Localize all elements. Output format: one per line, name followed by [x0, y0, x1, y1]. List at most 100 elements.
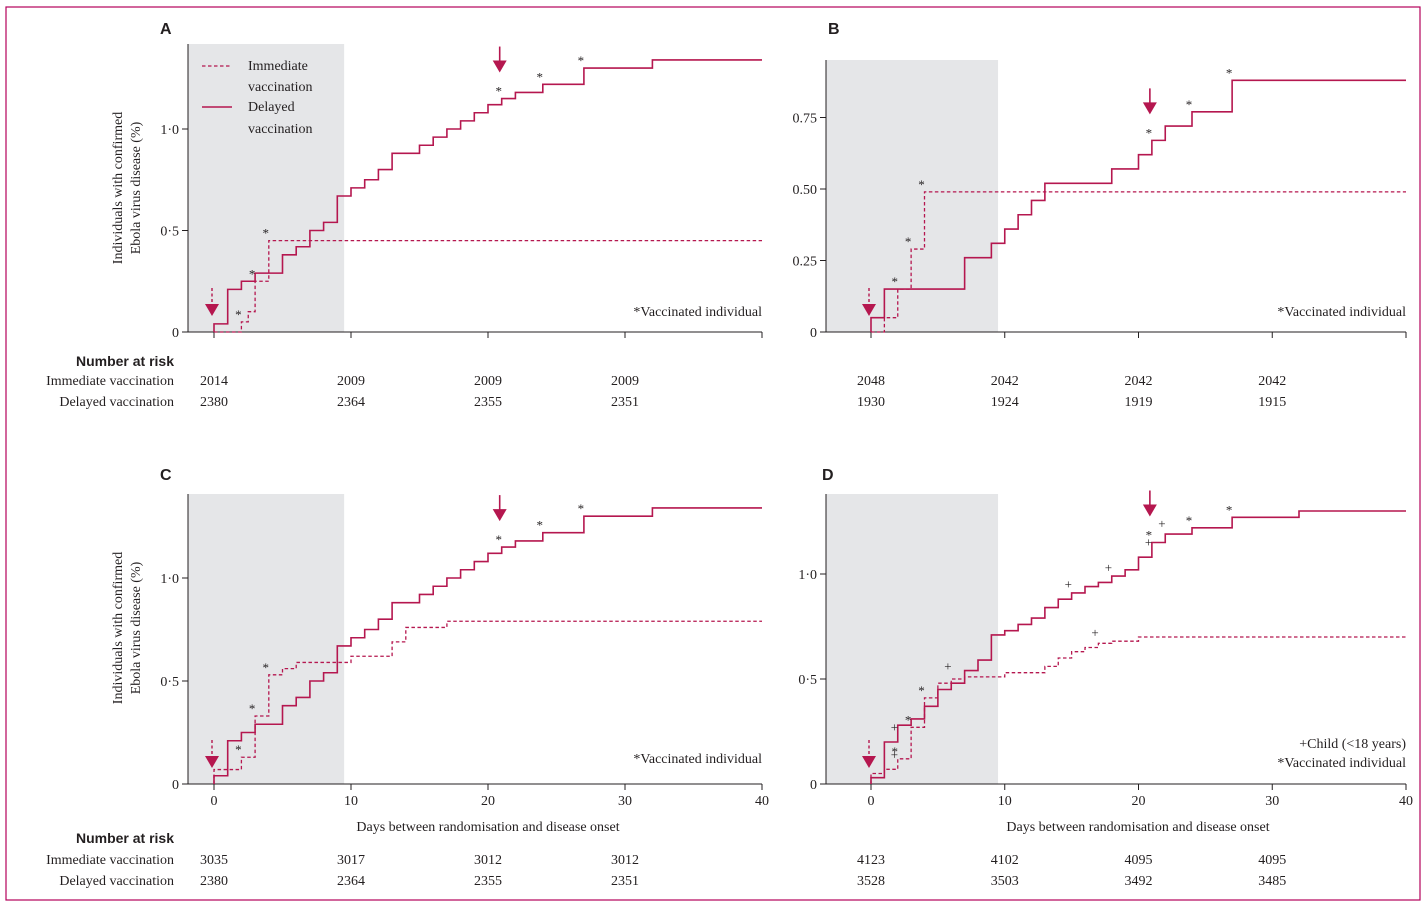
- x-tick-label: 30: [618, 794, 632, 809]
- vaccinated-asterisk: *: [1186, 97, 1193, 112]
- y-tick-label: 0·5: [798, 673, 817, 688]
- x-tick-label: 40: [755, 794, 769, 809]
- series-delayed-line: [870, 510, 1406, 784]
- risk-delayed-value: 3492: [1125, 874, 1153, 889]
- series-immediate-line: [870, 636, 1406, 784]
- risk-delayed-value: 2351: [611, 874, 639, 889]
- x-tick-label: 10: [998, 794, 1012, 809]
- vaccinated-asterisk: *: [918, 683, 925, 698]
- risk-header-top: Number at risk: [76, 353, 174, 369]
- vaccinated-asterisk: *: [249, 266, 256, 281]
- x-tick-label: 20: [1132, 794, 1146, 809]
- risk-immediate-value: 2014: [200, 374, 228, 389]
- risk-immediate-value: 4095: [1125, 853, 1153, 868]
- arrow-head: [205, 756, 219, 768]
- risk-immediate-value: 3035: [200, 853, 228, 868]
- vaccinated-asterisk: *: [1226, 65, 1233, 80]
- vaccinated-asterisk: *: [1146, 528, 1153, 543]
- arrow-head: [492, 509, 507, 522]
- y-tick-label: 1·0: [798, 568, 817, 583]
- y-tick-label: 0: [810, 326, 817, 341]
- vaccinated-asterisk: *: [537, 518, 544, 533]
- child-plus: +: [891, 720, 898, 735]
- risk-immediate-value: 2042: [1258, 374, 1286, 389]
- risk-immediate-value: 2042: [1125, 374, 1153, 389]
- vaccinated-asterisk: *: [249, 701, 256, 716]
- y-tick-label: 0: [172, 326, 179, 341]
- vaccinated-asterisk: *: [1226, 502, 1233, 517]
- y-tick-label: 0: [810, 778, 817, 793]
- risk-delayed-value: 3485: [1258, 874, 1286, 889]
- series-delayed-line: [213, 59, 762, 332]
- vaccinated-asterisk: *: [235, 742, 242, 757]
- arrow-head: [492, 60, 507, 73]
- child-plus: +: [1065, 577, 1072, 592]
- risk-immediate-value: 4102: [991, 853, 1019, 868]
- series-immediate-line: [213, 620, 762, 784]
- y-axis-title-bottom: Individuals with confirmed Ebola virus d…: [111, 552, 144, 704]
- vaccinated-asterisk: *: [537, 69, 544, 84]
- legend: Immediate vaccination Delayed vaccinatio…: [202, 59, 313, 137]
- risk-delayed-value: 2380: [200, 395, 228, 410]
- x-tick-label: 30: [1265, 794, 1279, 809]
- vaccinated-asterisk: *: [892, 744, 899, 759]
- shaded-region: [188, 44, 345, 332]
- note-text: *Vaccinated individual: [633, 752, 762, 767]
- risk-immediate-value: 3017: [337, 853, 365, 868]
- x-tick-label: 0: [211, 794, 218, 809]
- risk-immediate-value: 2009: [474, 374, 502, 389]
- vaccinated-asterisk: *: [263, 660, 270, 675]
- vaccinated-asterisk: *: [235, 307, 242, 322]
- panel-letter: C: [160, 467, 172, 484]
- vaccinated-asterisk: *: [1146, 125, 1153, 140]
- risk-row-label-delayed-bottom: Delayed vaccination: [59, 874, 174, 889]
- panel-letter: D: [822, 467, 834, 484]
- y-axis-title-line-2: Ebola virus disease (%): [129, 561, 144, 694]
- panel-letter: B: [828, 21, 840, 38]
- child-plus: +: [1105, 560, 1112, 575]
- shaded-region: [188, 494, 345, 784]
- risk-immediate-value: 2009: [337, 374, 365, 389]
- y-axis-title-line-1: Individuals with confirmed: [111, 112, 126, 264]
- panel-b: 0 0.25 0.50 0.75 B * * * * * * *Vaccinated individu…: [793, 21, 1407, 410]
- risk-delayed-value: 2380: [200, 874, 228, 889]
- vaccinated-asterisk: *: [905, 234, 912, 249]
- risk-immediate-value: 2009: [611, 374, 639, 389]
- risk-delayed-value: 2364: [337, 395, 365, 410]
- series-delayed-line: [870, 79, 1406, 332]
- x-axis-title-d: Days between randomisation and disease o…: [1006, 820, 1269, 835]
- child-plus: +: [1158, 516, 1165, 531]
- risk-delayed-value: 3503: [991, 874, 1019, 889]
- risk-row-label-immediate-top: Immediate vaccination: [46, 374, 174, 389]
- risk-delayed-value: 2351: [611, 395, 639, 410]
- shaded-region: [826, 60, 999, 332]
- vaccinated-asterisk: *: [263, 226, 270, 241]
- x-tick-label: 0: [868, 794, 875, 809]
- figure-border: [5, 6, 1421, 901]
- risk-immediate-value: 3012: [474, 853, 502, 868]
- risk-immediate-value: 2048: [857, 374, 885, 389]
- risk-immediate-value: 4123: [857, 853, 885, 868]
- arrow-head: [1142, 504, 1157, 517]
- risk-delayed-value: 3528: [857, 874, 885, 889]
- child-plus: +: [1091, 625, 1098, 640]
- y-tick-label: 0: [172, 778, 179, 793]
- y-tick-label: 0·5: [160, 225, 179, 240]
- panels: 0 0·5 1·0 A * * * * * * *Vaccinated individual 2014…: [160, 21, 1413, 889]
- note-text: *Vaccinated individual: [1277, 305, 1406, 320]
- vaccinated-asterisk: *: [578, 53, 585, 68]
- note-text: *Vaccinated individual: [1277, 756, 1406, 771]
- risk-immediate-value: 4095: [1258, 853, 1286, 868]
- risk-delayed-value: 1915: [1258, 395, 1286, 410]
- child-plus: +: [944, 659, 951, 674]
- panel-a: 0 0·5 1·0 A * * * * * * *Vaccinated individual 2014…: [160, 21, 763, 410]
- y-axis-title-line-2: Ebola virus disease (%): [129, 121, 144, 254]
- vaccinated-asterisk: *: [1186, 513, 1193, 528]
- note-text: *Vaccinated individual: [633, 305, 762, 320]
- panel-c: 0 10 20 30 40 0 0·5 1·0 C * * * * * * *Vaccinated indiv…: [160, 467, 769, 889]
- vaccinated-asterisk: *: [905, 712, 912, 727]
- risk-immediate-value: 3012: [611, 853, 639, 868]
- child-plus: +: [891, 747, 898, 762]
- y-tick-label: 0.75: [793, 112, 818, 127]
